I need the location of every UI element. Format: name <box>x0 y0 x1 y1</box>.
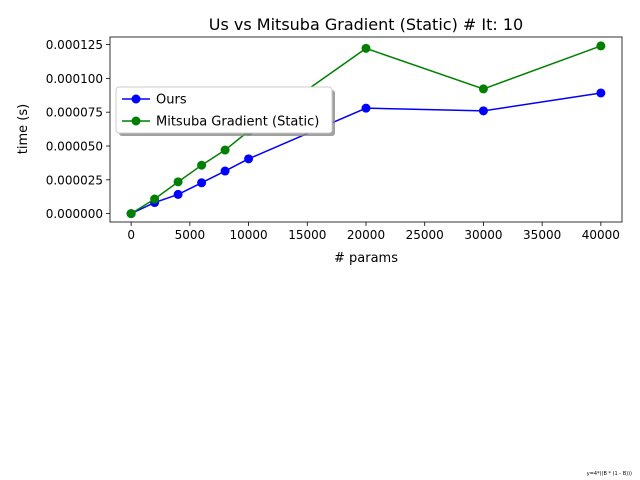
plot-area: 0 5000 10000 15000 20000 25000 30000 35000 40000… <box>46 36 623 242</box>
x-tick-label-4: 20000 <box>347 228 385 242</box>
legend: Ours Mitsuba Gradient (Static) <box>115 86 335 136</box>
x-tick-label-0: 0 <box>127 228 135 242</box>
y-tick-label-2: 0.000050 <box>46 139 103 153</box>
data-point-1-7 <box>478 84 488 94</box>
y-tick-label-5: 0.000125 <box>46 38 103 52</box>
x-tick-label-8: 40000 <box>582 228 620 242</box>
data-point-1-0 <box>126 209 136 219</box>
data-point-0-6 <box>361 103 371 113</box>
data-point-1-8 <box>596 41 606 51</box>
data-point-0-5 <box>244 154 254 164</box>
x-tick-label-3: 15000 <box>288 228 326 242</box>
x-tick-label-7: 35000 <box>523 228 561 242</box>
corner-annotation: y=4*((B * (1 - B))) <box>586 471 632 477</box>
legend-label-0: Ours <box>156 93 187 108</box>
data-point-0-2 <box>173 189 183 199</box>
x-tick-label-6: 30000 <box>464 228 502 242</box>
data-point-1-6 <box>361 43 371 53</box>
data-point-0-7 <box>478 106 488 116</box>
data-point-0-4 <box>220 166 230 176</box>
legend-box <box>115 86 333 134</box>
y-tick-label-4: 0.000100 <box>46 72 103 86</box>
data-point-1-3 <box>197 160 207 170</box>
data-point-1-4 <box>220 145 230 155</box>
y-axis-label: time (s) <box>16 104 31 154</box>
data-point-0-3 <box>197 178 207 188</box>
legend-marker-0 <box>131 94 141 104</box>
y-tick-label-3: 0.000075 <box>46 106 103 120</box>
chart-title: Us vs Mitsuba Gradient (Static) # It: 10 <box>209 15 523 34</box>
data-point-0-8 <box>596 88 606 98</box>
x-tick-label-5: 25000 <box>406 228 444 242</box>
x-tick-label-2: 10000 <box>229 228 267 242</box>
legend-marker-1 <box>131 116 141 126</box>
data-point-1-2 <box>173 177 183 187</box>
x-tick-label-1: 5000 <box>175 228 206 242</box>
legend-label-1: Mitsuba Gradient (Static) <box>156 115 319 130</box>
y-tick-label-1: 0.000025 <box>46 173 103 187</box>
x-axis-label: # params <box>334 251 398 266</box>
y-tick-label-0: 0.000000 <box>46 207 103 221</box>
data-point-1-1 <box>150 194 160 204</box>
